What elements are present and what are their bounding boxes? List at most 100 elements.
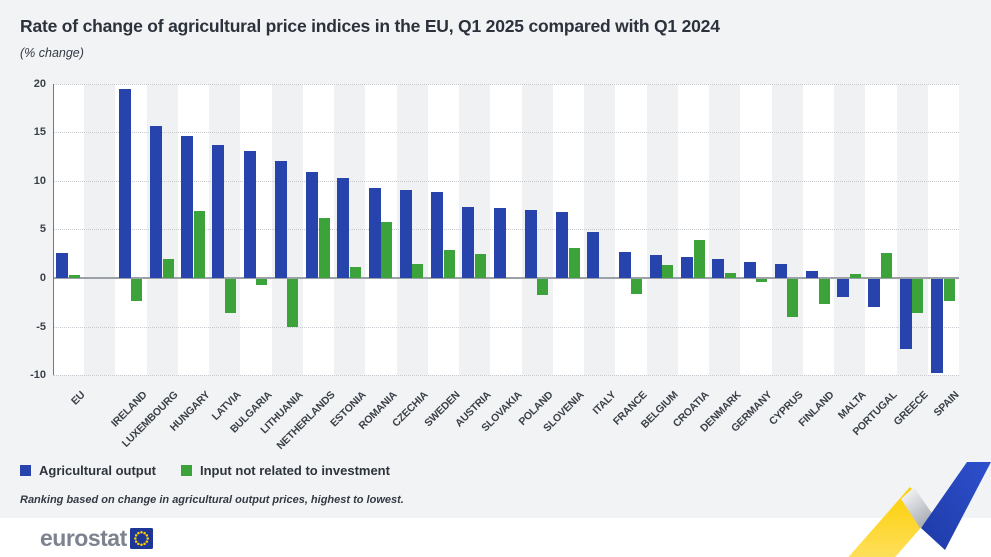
ranking-note: Ranking based on change in agricultural … xyxy=(20,494,404,506)
bar-output-greece xyxy=(899,279,912,349)
eu-flag-star xyxy=(133,536,137,540)
gridline xyxy=(53,132,959,134)
eu-flag-star xyxy=(143,531,146,534)
bar-output-poland xyxy=(524,210,537,278)
bar-input-spain xyxy=(943,279,955,302)
eu-flag-star xyxy=(140,530,143,534)
eu-flag-icon xyxy=(129,527,153,549)
gridline xyxy=(53,229,959,231)
y-tick-label: -5 xyxy=(36,320,46,333)
legend-label-output: Agricultural output xyxy=(39,463,156,478)
eu-flag-star xyxy=(134,533,138,537)
bar-input-czechia xyxy=(412,264,424,278)
legend-swatch-input xyxy=(181,465,192,476)
bar-input-portugal xyxy=(881,252,893,278)
chart-title: Rate of change of agricultural price ind… xyxy=(20,16,720,36)
y-tick-label: 5 xyxy=(39,223,46,236)
eu-flag-star xyxy=(145,533,148,537)
bar-input-poland xyxy=(537,279,549,295)
bar-output-malta xyxy=(837,279,850,298)
eu-flag-star xyxy=(143,542,146,545)
gridline xyxy=(53,375,959,377)
bar-output-estonia xyxy=(337,177,350,278)
chart-legend: Agricultural output Input not related to… xyxy=(20,463,390,478)
bar-input-cyprus xyxy=(787,279,799,317)
bar-output-finland xyxy=(805,271,818,278)
bar-input-netherlands xyxy=(318,217,330,278)
bar-output-slovakia xyxy=(493,208,506,278)
gridline xyxy=(53,83,959,85)
ribbon-blue-band xyxy=(921,462,991,550)
bar-output-spain xyxy=(930,279,943,374)
bar-input-hungary xyxy=(193,211,205,278)
bar-output-lithuania xyxy=(274,161,287,278)
bar-input-estonia xyxy=(349,267,361,278)
chart-subtitle: (% change) xyxy=(20,46,84,60)
bar-output-portugal xyxy=(868,279,881,308)
bar-input-belgium xyxy=(662,265,674,278)
bar-input-slovenia xyxy=(568,247,580,278)
bar-input-luxembourg xyxy=(162,258,174,278)
bar-output-france xyxy=(618,251,631,278)
bar-output-denmark xyxy=(712,258,725,278)
bar-output-croatia xyxy=(681,256,694,278)
bar-output-czechia xyxy=(399,189,412,278)
bar-output-bulgaria xyxy=(243,150,256,278)
bar-output-luxembourg xyxy=(149,125,162,278)
y-tick-label: 20 xyxy=(33,77,46,90)
bar-input-latvia xyxy=(225,279,236,313)
bar-input-germany xyxy=(756,279,768,282)
bar-input-romania xyxy=(381,221,393,278)
eurostat-ribbon-decoration xyxy=(848,462,991,557)
eurostat-logo-text: eurostat xyxy=(40,525,127,551)
bar-input-croatia xyxy=(693,240,705,278)
bar-input-malta xyxy=(849,274,861,278)
bar-output-cyprus xyxy=(774,264,787,278)
bar-input-finland xyxy=(818,279,830,305)
bar-input-greece xyxy=(912,279,924,313)
legend-item-input-not-related-to-investment: Input not related to investment xyxy=(181,463,390,478)
bar-input-sweden xyxy=(443,249,455,278)
footer-strip xyxy=(0,518,991,557)
x-label-ireland: IRELAND xyxy=(109,389,150,430)
legend-item-agricultural-output: Agricultural output xyxy=(20,463,156,478)
eu-flag-star xyxy=(140,542,143,546)
eu-flag-star xyxy=(146,536,149,540)
bar-input-lithuania xyxy=(287,279,299,327)
bar-output-germany xyxy=(743,262,756,278)
bar-output-latvia xyxy=(212,144,225,278)
bar-input-eu xyxy=(68,275,80,278)
gridline xyxy=(53,180,959,182)
eu-flag-star xyxy=(136,531,140,534)
y-tick-label: -10 xyxy=(30,369,46,382)
y-axis-line xyxy=(53,84,54,375)
ribbon-fold xyxy=(901,487,933,528)
bar-output-ireland xyxy=(118,88,131,278)
gridline xyxy=(53,326,959,328)
y-tick-label: 0 xyxy=(39,272,46,284)
bar-output-belgium xyxy=(649,254,662,278)
eu-flag-star xyxy=(134,539,138,543)
bar-input-austria xyxy=(474,253,486,278)
legend-swatch-output xyxy=(20,465,31,476)
bar-input-bulgaria xyxy=(256,279,268,285)
bar-output-slovenia xyxy=(556,211,569,278)
bar-output-eu xyxy=(56,252,69,278)
bar-output-hungary xyxy=(181,136,194,278)
bar-output-romania xyxy=(368,187,381,278)
bar-output-sweden xyxy=(431,191,444,278)
bar-input-denmark xyxy=(724,273,736,278)
bar-output-italy xyxy=(587,232,600,278)
y-tick-label: 10 xyxy=(33,174,46,187)
bar-input-france xyxy=(631,279,643,294)
zero-gridline xyxy=(53,277,959,279)
bar-output-austria xyxy=(462,207,475,278)
bar-output-netherlands xyxy=(306,172,319,278)
bar-input-ireland xyxy=(131,279,143,302)
legend-label-input: Input not related to investment xyxy=(200,463,390,478)
y-tick-label: 15 xyxy=(33,126,46,139)
eurostat-logo: eurostat xyxy=(40,524,153,552)
eu-flag-star xyxy=(145,539,148,543)
